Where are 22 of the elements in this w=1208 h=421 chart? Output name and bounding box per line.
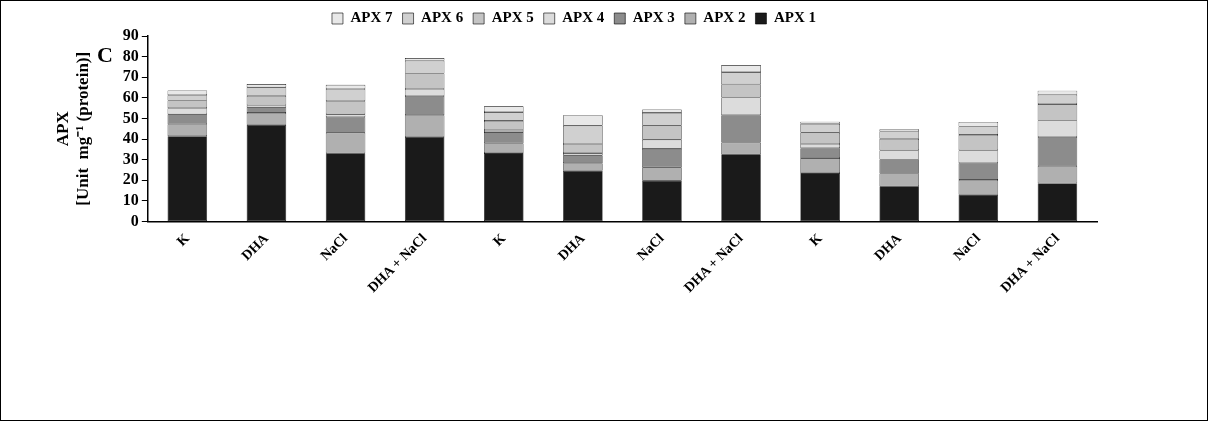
x-tick-label: K bbox=[490, 230, 509, 249]
y-tick-label: 90 bbox=[122, 26, 139, 44]
legend-label: APX 3 bbox=[632, 9, 675, 26]
legend-label: APX 4 bbox=[562, 9, 605, 26]
y-tick-label: 10 bbox=[122, 191, 139, 209]
text: C bbox=[97, 41, 113, 67]
y-tick-label: 40 bbox=[122, 129, 139, 147]
y-tick-label: 70 bbox=[122, 67, 139, 85]
legend-label: APX 1 bbox=[773, 9, 817, 26]
legend-label: APX 7 bbox=[350, 9, 394, 26]
y-axis-title: APX [Unit mg⁻¹ (protein)] bbox=[52, 51, 92, 206]
x-tick-label: K bbox=[806, 230, 825, 249]
x-tick-label: K bbox=[173, 230, 193, 249]
y-tick-label: 0 bbox=[130, 211, 139, 229]
y-tick-label: 30 bbox=[122, 149, 139, 167]
y-tick-label: 50 bbox=[122, 108, 139, 126]
y-tick-label: 60 bbox=[122, 87, 139, 105]
legend-label: APX 5 bbox=[491, 9, 534, 26]
legend-label: APX 6 bbox=[421, 9, 464, 26]
legend-label: APX 2 bbox=[703, 9, 746, 26]
y-tick-label: 80 bbox=[122, 46, 139, 64]
y-tick-label: 20 bbox=[122, 170, 139, 188]
